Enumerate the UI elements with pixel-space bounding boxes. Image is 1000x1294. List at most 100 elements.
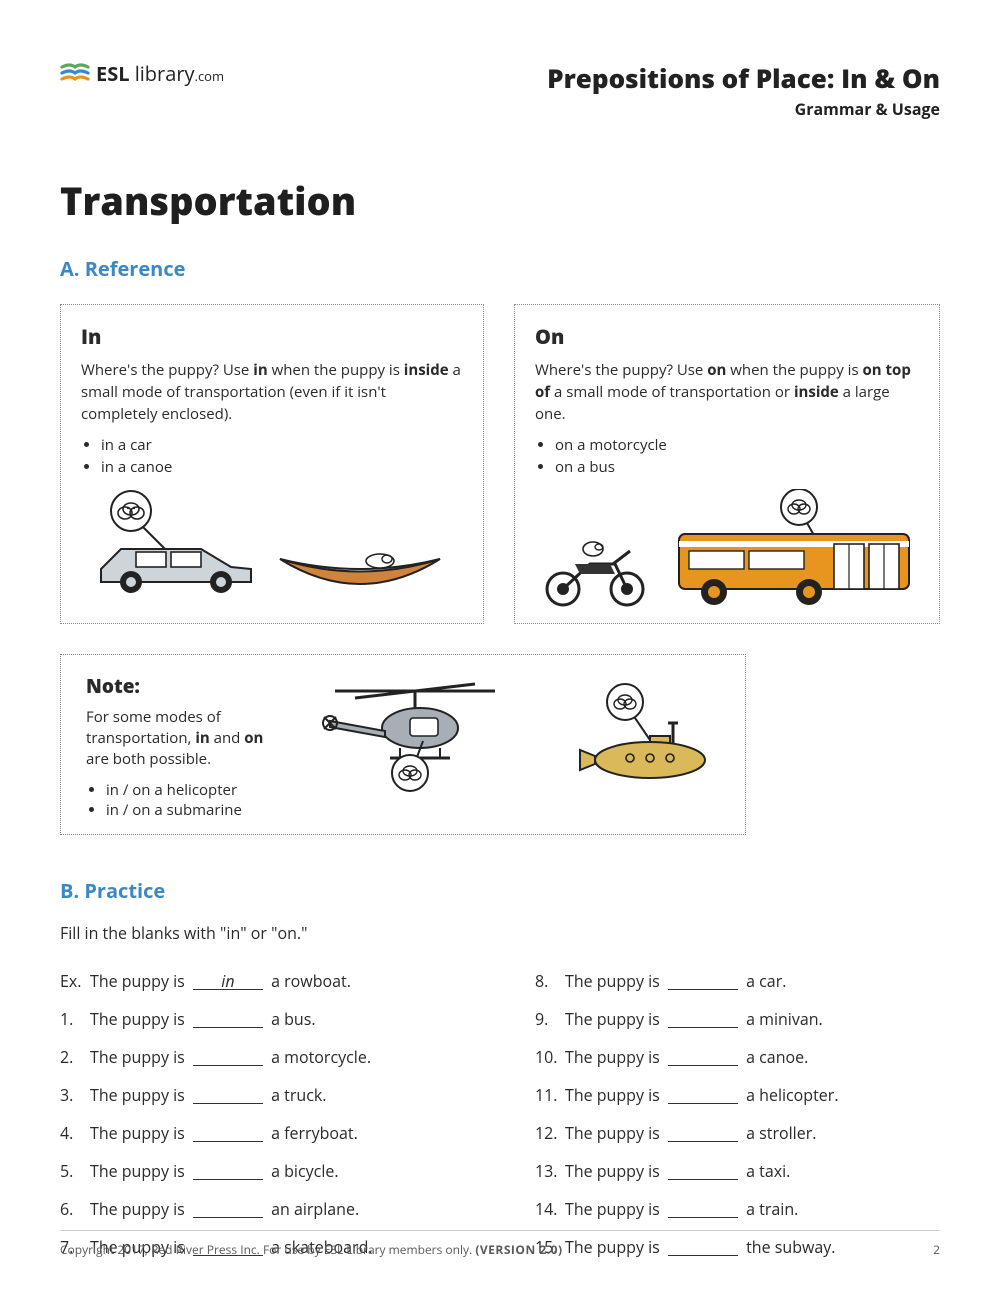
note-list: in / on a helicopter in / on a submarine bbox=[86, 780, 285, 820]
item-number: 2. bbox=[60, 1046, 90, 1068]
practice-item: 3.The puppy is a truck. bbox=[60, 1084, 465, 1106]
note-heading: Note: bbox=[86, 673, 285, 699]
fill-blank[interactable] bbox=[668, 1049, 738, 1066]
item-number: 6. bbox=[60, 1198, 90, 1220]
practice-item: Ex.The puppy is in a rowboat. bbox=[60, 970, 465, 992]
fill-blank[interactable] bbox=[193, 1049, 263, 1066]
item-text: The puppy is a bus. bbox=[90, 1008, 316, 1030]
practice-columns: Ex.The puppy is in a rowboat.1.The puppy… bbox=[60, 970, 940, 1274]
list-item: in / on a helicopter bbox=[106, 780, 285, 800]
list-item: in / on a submarine bbox=[106, 800, 285, 820]
list-item: on a bus bbox=[555, 457, 919, 477]
fill-blank[interactable] bbox=[668, 1201, 738, 1218]
practice-item: 13.The puppy is a taxi. bbox=[535, 1160, 940, 1182]
item-text: The puppy is an airplane. bbox=[90, 1198, 359, 1220]
lesson-title: Prepositions of Place: In & On bbox=[547, 60, 940, 96]
item-text: The puppy is a helicopter. bbox=[565, 1084, 839, 1106]
page-footer: Copyright 2017, Red River Press Inc. For… bbox=[60, 1230, 940, 1258]
canoe-icon bbox=[275, 529, 445, 599]
list-item: in a car bbox=[101, 435, 463, 455]
logo-strong: ESL bbox=[96, 60, 130, 87]
note-illustrations bbox=[315, 673, 725, 793]
item-number: 1. bbox=[60, 1008, 90, 1030]
item-number: 4. bbox=[60, 1122, 90, 1144]
item-text: The puppy is a bicycle. bbox=[90, 1160, 339, 1182]
item-number: 3. bbox=[60, 1084, 90, 1106]
logo-suffix: .com bbox=[195, 67, 225, 85]
item-text: The puppy is a motorcycle. bbox=[90, 1046, 371, 1068]
practice-item: 4.The puppy is a ferryboat. bbox=[60, 1122, 465, 1144]
bus-icon bbox=[669, 489, 919, 609]
item-number: 5. bbox=[60, 1160, 90, 1182]
practice-item: 14.The puppy is a train. bbox=[535, 1198, 940, 1220]
item-text: The puppy is a stroller. bbox=[565, 1122, 816, 1144]
fill-blank[interactable] bbox=[193, 1125, 263, 1142]
lesson-subtitle: Grammar & Usage bbox=[547, 98, 940, 120]
in-heading: In bbox=[81, 323, 463, 350]
header-right: Prepositions of Place: In & On Grammar &… bbox=[547, 60, 940, 120]
practice-item: 10.The puppy is a canoe. bbox=[535, 1046, 940, 1068]
note-body: For some modes of transportation, in and… bbox=[86, 707, 285, 770]
fill-blank[interactable] bbox=[193, 1163, 263, 1180]
logo-icon bbox=[60, 61, 90, 87]
item-number: 12. bbox=[535, 1122, 565, 1144]
practice-item: 11.The puppy is a helicopter. bbox=[535, 1084, 940, 1106]
item-text: The puppy is a truck. bbox=[90, 1084, 326, 1106]
on-illustrations bbox=[535, 489, 919, 609]
in-list: in a car in a canoe bbox=[81, 435, 463, 477]
page-title: Transportation bbox=[60, 175, 940, 227]
practice-instructions: Fill in the blanks with "in" or "on." bbox=[60, 922, 940, 944]
in-body: Where's the puppy? Use in when the puppy… bbox=[81, 360, 463, 425]
item-text: The puppy is in a rowboat. bbox=[90, 970, 351, 992]
practice-item: 5.The puppy is a bicycle. bbox=[60, 1160, 465, 1182]
logo-text: ESL library.com bbox=[96, 60, 224, 87]
fill-blank[interactable] bbox=[193, 1201, 263, 1218]
item-number: 14. bbox=[535, 1198, 565, 1220]
item-number: 9. bbox=[535, 1008, 565, 1030]
item-number: 11. bbox=[535, 1084, 565, 1106]
on-body: Where's the puppy? Use on when the puppy… bbox=[535, 360, 919, 425]
fill-blank[interactable]: in bbox=[193, 973, 263, 990]
practice-item: 2.The puppy is a motorcycle. bbox=[60, 1046, 465, 1068]
page-number: 2 bbox=[933, 1241, 940, 1258]
item-text: The puppy is a train. bbox=[565, 1198, 798, 1220]
item-text: The puppy is a canoe. bbox=[565, 1046, 808, 1068]
on-list: on a motorcycle on a bus bbox=[535, 435, 919, 477]
note-text: Note: For some modes of transportation, … bbox=[86, 673, 285, 820]
fill-blank[interactable] bbox=[668, 1087, 738, 1104]
car-icon bbox=[81, 489, 261, 599]
worksheet-page: ESL library.com Prepositions of Place: I… bbox=[0, 0, 1000, 1294]
reference-row: In Where's the puppy? Use in when the pu… bbox=[60, 304, 940, 624]
brand-logo: ESL library.com bbox=[60, 60, 224, 87]
item-text: The puppy is a car. bbox=[565, 970, 786, 992]
helicopter-icon bbox=[315, 673, 515, 793]
list-item: in a canoe bbox=[101, 457, 463, 477]
fill-blank[interactable] bbox=[668, 1125, 738, 1142]
fill-blank[interactable] bbox=[668, 973, 738, 990]
item-text: The puppy is a taxi. bbox=[565, 1160, 790, 1182]
practice-item: 1.The puppy is a bus. bbox=[60, 1008, 465, 1030]
practice-item: 9.The puppy is a minivan. bbox=[535, 1008, 940, 1030]
fill-blank[interactable] bbox=[668, 1163, 738, 1180]
practice-col-left: Ex.The puppy is in a rowboat.1.The puppy… bbox=[60, 970, 465, 1274]
on-heading: On bbox=[535, 323, 919, 350]
reference-box-in: In Where's the puppy? Use in when the pu… bbox=[60, 304, 484, 624]
submarine-icon bbox=[555, 678, 725, 788]
section-a-heading: A. Reference bbox=[60, 255, 940, 282]
practice-item: 12.The puppy is a stroller. bbox=[535, 1122, 940, 1144]
list-item: on a motorcycle bbox=[555, 435, 919, 455]
practice-item: 6.The puppy is an airplane. bbox=[60, 1198, 465, 1220]
item-text: The puppy is a minivan. bbox=[565, 1008, 823, 1030]
fill-blank[interactable] bbox=[668, 1011, 738, 1028]
item-number: 10. bbox=[535, 1046, 565, 1068]
practice-col-right: 8.The puppy is a car. 9.The puppy is a mi… bbox=[535, 970, 940, 1274]
fill-blank[interactable] bbox=[193, 1011, 263, 1028]
footer-copyright: Copyright 2017, Red River Press Inc. For… bbox=[60, 1241, 563, 1258]
fill-blank[interactable] bbox=[193, 1087, 263, 1104]
note-box: Note: For some modes of transportation, … bbox=[60, 654, 746, 835]
practice-item: 8.The puppy is a car. bbox=[535, 970, 940, 992]
item-text: The puppy is a ferryboat. bbox=[90, 1122, 358, 1144]
in-illustrations bbox=[81, 489, 463, 599]
logo-light: library bbox=[130, 60, 195, 87]
item-number: 13. bbox=[535, 1160, 565, 1182]
